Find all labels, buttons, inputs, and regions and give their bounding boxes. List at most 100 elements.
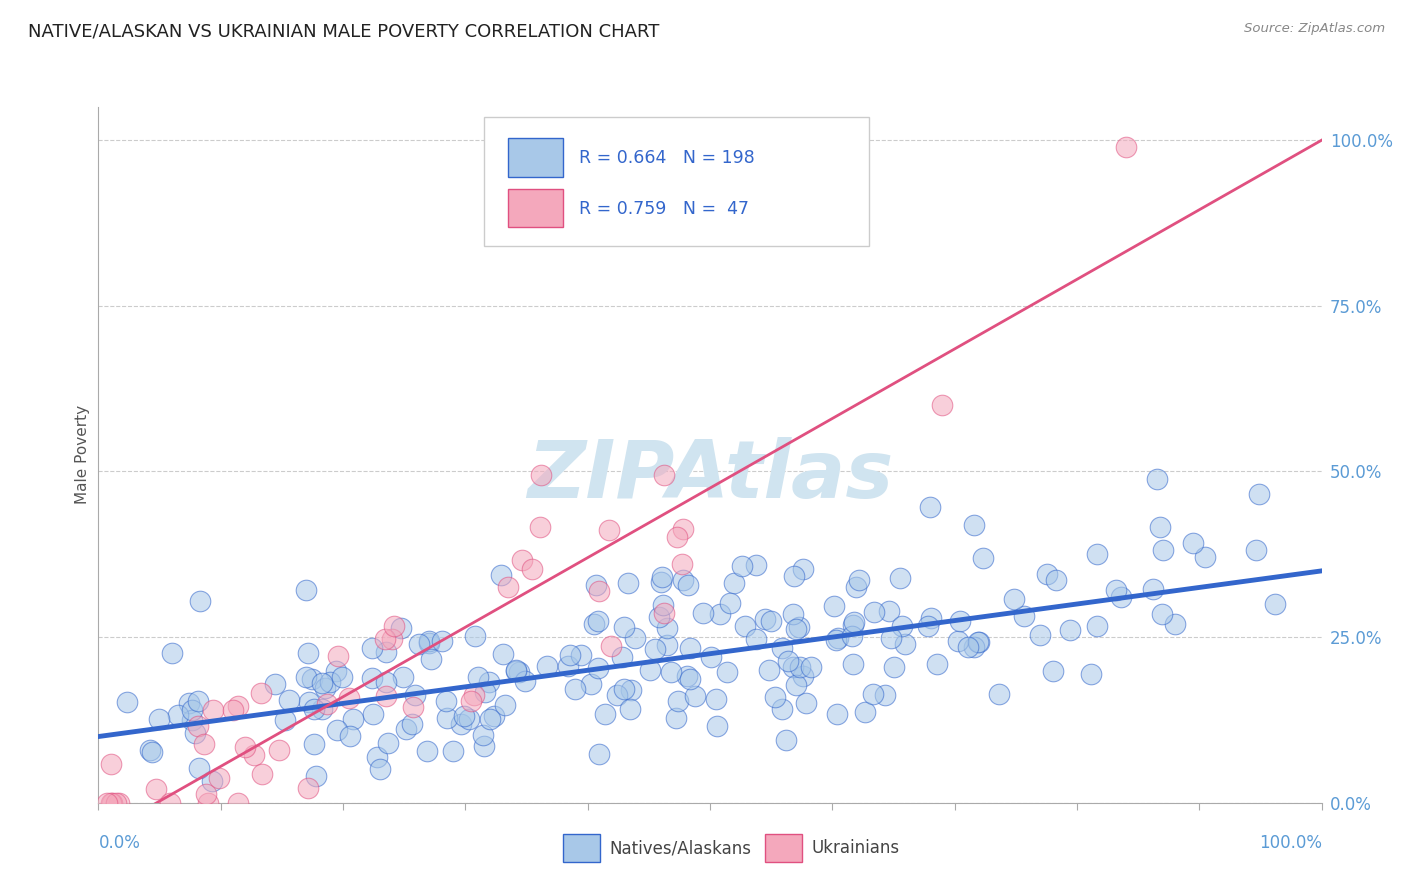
Point xyxy=(181,713,204,727)
Point xyxy=(202,703,225,717)
Point xyxy=(416,744,439,758)
Point xyxy=(962,517,984,532)
Point xyxy=(484,708,506,723)
Point xyxy=(418,633,440,648)
Point xyxy=(250,767,273,781)
Point xyxy=(617,576,640,591)
Point xyxy=(1264,597,1286,611)
Point xyxy=(644,642,666,657)
Point xyxy=(464,629,486,643)
Point xyxy=(339,730,361,744)
Point xyxy=(972,551,994,566)
Point xyxy=(921,611,943,625)
Point xyxy=(823,599,845,613)
Point xyxy=(1085,619,1108,633)
Point xyxy=(208,771,231,785)
Point xyxy=(221,703,243,717)
Point xyxy=(181,703,204,717)
Point xyxy=(366,749,388,764)
Point xyxy=(1149,520,1171,534)
Text: ZIPAtlas: ZIPAtlas xyxy=(527,437,893,515)
Point xyxy=(709,607,731,621)
Point xyxy=(432,634,454,648)
Point xyxy=(368,762,391,776)
Point xyxy=(723,576,745,591)
Point xyxy=(167,707,190,722)
Point xyxy=(683,689,706,703)
Point xyxy=(776,654,799,668)
Point xyxy=(162,646,184,660)
Point xyxy=(706,719,728,733)
Point xyxy=(655,621,678,635)
Point xyxy=(1012,608,1035,623)
Point xyxy=(699,649,721,664)
Point xyxy=(115,695,138,709)
Point xyxy=(988,687,1011,701)
Point xyxy=(100,796,122,810)
Point xyxy=(391,670,413,684)
Point xyxy=(330,669,353,683)
Point xyxy=(325,665,347,679)
Point xyxy=(966,635,988,649)
Point xyxy=(785,678,807,692)
Point xyxy=(536,659,558,673)
Point xyxy=(650,574,672,589)
Point xyxy=(453,709,475,723)
Point xyxy=(880,631,903,645)
Point xyxy=(434,694,457,708)
Point xyxy=(1109,591,1132,605)
Point xyxy=(1146,472,1168,486)
Point xyxy=(599,639,621,653)
Point xyxy=(1080,667,1102,681)
Point xyxy=(787,619,810,633)
Point xyxy=(96,796,118,810)
Point xyxy=(582,616,605,631)
Point xyxy=(593,707,616,722)
Point xyxy=(496,580,519,594)
Text: 0.0%: 0.0% xyxy=(98,834,141,852)
FancyBboxPatch shape xyxy=(484,118,869,246)
Point xyxy=(862,687,884,701)
Point xyxy=(101,796,124,810)
Point xyxy=(188,761,211,775)
Point xyxy=(613,620,636,634)
Point xyxy=(375,689,398,703)
Point xyxy=(853,705,876,719)
Point xyxy=(704,692,727,706)
Point xyxy=(278,693,301,707)
Point xyxy=(848,573,870,587)
Point xyxy=(401,716,423,731)
Point xyxy=(404,688,426,702)
Point xyxy=(1181,536,1204,550)
Point xyxy=(505,663,527,677)
Point xyxy=(100,757,122,772)
Point xyxy=(827,631,849,645)
Point xyxy=(374,632,396,647)
Point xyxy=(659,665,682,679)
Point xyxy=(1029,628,1052,642)
Point xyxy=(1150,607,1173,621)
Point xyxy=(716,665,738,679)
Point xyxy=(794,697,817,711)
Point xyxy=(1105,582,1128,597)
Point xyxy=(731,559,754,574)
Point xyxy=(744,558,766,573)
Point xyxy=(328,649,350,664)
Point xyxy=(718,595,741,609)
Point xyxy=(361,640,384,655)
Point xyxy=(1045,573,1067,587)
Point xyxy=(402,699,425,714)
Point xyxy=(267,743,290,757)
Point xyxy=(249,686,271,700)
Point xyxy=(382,619,405,633)
Point xyxy=(665,711,688,725)
Point xyxy=(927,657,949,672)
Point xyxy=(1036,566,1059,581)
Text: R = 0.759   N =  47: R = 0.759 N = 47 xyxy=(579,200,749,218)
Point xyxy=(946,633,969,648)
Point xyxy=(963,640,986,654)
Point xyxy=(675,669,697,683)
Point xyxy=(586,661,609,675)
Point xyxy=(613,682,636,697)
Point xyxy=(672,573,695,587)
